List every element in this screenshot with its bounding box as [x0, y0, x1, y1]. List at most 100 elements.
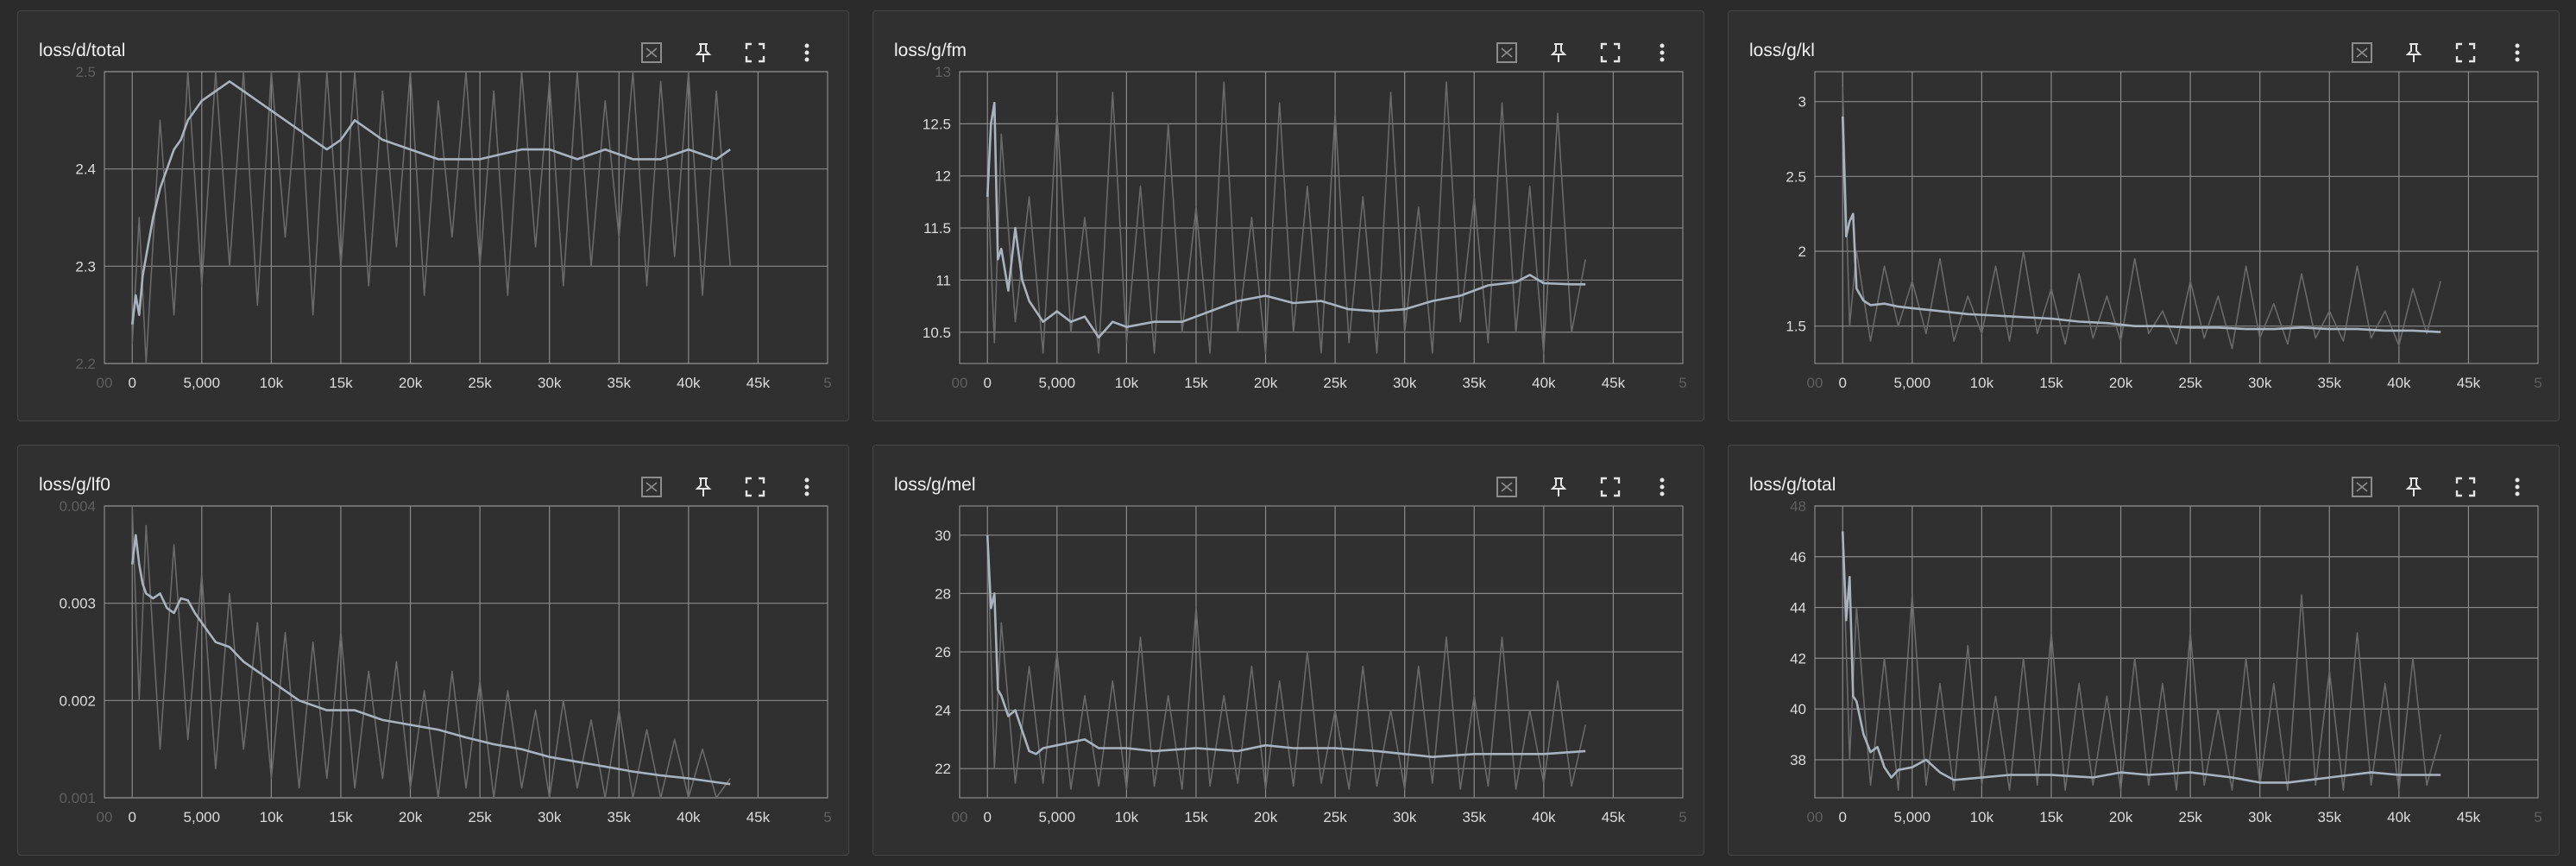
y-tick-label: 12.5	[923, 116, 951, 132]
raw-series-line	[1842, 86, 2441, 350]
raw-series-line	[986, 81, 1586, 354]
y-tick-label: 0.004	[59, 498, 96, 515]
raw-series-line	[986, 534, 1586, 790]
chart-title: loss/g/fm	[894, 41, 967, 60]
chart-toolbar	[626, 468, 833, 506]
fullscreen-icon	[1600, 477, 1621, 497]
chart-svg[interactable]: 00 0 5,000 10k 15k 20k 25k 30k 35k 40k 45k 51.522.5…	[1729, 11, 2560, 422]
x-tick-label: 10k	[1115, 375, 1139, 391]
chart-card: 00 0 5,000 10k 15k 20k 25k 30k 35k 40k 45k 5 10.5 11 1…	[872, 10, 1704, 421]
x-tick-label: 0	[128, 375, 135, 391]
fit-to-data-button[interactable]	[626, 34, 677, 72]
y-tick-label: 2.4	[75, 161, 96, 178]
pin-button[interactable]	[2388, 468, 2440, 506]
more-vert-button[interactable]	[1636, 468, 1688, 506]
pin-icon	[2405, 43, 2422, 62]
x-tick-label: 5,000	[1039, 375, 1076, 391]
pin-icon	[695, 477, 712, 496]
x-tick-label: 5,000	[1894, 809, 1931, 825]
chart-svg[interactable]: 00 0 5,000 10k 15k 20k 25k 30k 35k 40k 45k 52224262…	[873, 446, 1705, 857]
chart-toolbar	[2336, 468, 2543, 506]
y-tick-label: 22	[935, 761, 951, 777]
more-vert-button[interactable]	[1636, 34, 1688, 72]
fit-to-data-button[interactable]	[2336, 34, 2388, 72]
x-tick-label: 30k	[538, 809, 562, 825]
fullscreen-icon	[2455, 477, 2476, 497]
x-tick-label: 15k	[2039, 809, 2063, 825]
x-tick-label: 5,000	[184, 375, 221, 391]
x-tick-label: 35k	[1463, 375, 1487, 391]
x-tick-label: 15k	[2039, 375, 2063, 391]
x-tick-label: 45k	[1602, 375, 1626, 391]
smoothed-series-line	[986, 534, 1586, 759]
fullscreen-icon	[745, 477, 765, 497]
y-tick-label: 2.5	[1786, 168, 1806, 185]
x-tick-label: 5,000	[1039, 809, 1076, 825]
y-tick-label: 30	[935, 528, 951, 544]
fit-to-data-button[interactable]	[1481, 468, 1533, 506]
x-tick-label: 5	[1678, 375, 1686, 391]
x-tick-label: 5,000	[184, 809, 221, 825]
x-tick-label: 45k	[2457, 375, 2481, 391]
x-tick-label: 20k	[1254, 809, 1278, 825]
chart-svg[interactable]: 00 0 5,000 10k 15k 20k 25k 30k 35k 40k 45k 510.5111…	[873, 11, 1705, 422]
x-tick-label: 30k	[2248, 375, 2272, 391]
x-tick-label: 20k	[399, 809, 423, 825]
pin-button[interactable]	[677, 34, 729, 72]
x-tick-label: 40k	[2387, 809, 2411, 825]
fit-to-data-button[interactable]	[1481, 34, 1533, 72]
pin-button[interactable]	[677, 468, 729, 506]
x-tick-label: 0	[128, 809, 135, 825]
y-tick-label: 11.5	[923, 220, 951, 237]
chart-svg[interactable]: 00 0 5,000 10k 15k 20k 25k 30k 35k 40k 45k 52.22.32…	[18, 11, 850, 422]
y-tick-label: 13	[935, 64, 951, 80]
chart-card: 00 0 5,000 10k 15k 20k 25k 30k 35k 40k 45k 5 38 40 42 4…	[1728, 445, 2560, 856]
y-tick-label: 0.001	[59, 790, 96, 806]
fullscreen-button[interactable]	[729, 34, 781, 72]
x-tick-label: 20k	[2109, 809, 2133, 825]
chart-card: 00 0 5,000 10k 15k 20k 25k 30k 35k 40k 45k 5 22 24 26 2…	[872, 445, 1704, 856]
chart-svg[interactable]: 00 0 5,000 10k 15k 20k 25k 30k 35k 40k 45k 50.0010.…	[18, 446, 850, 857]
more-vert-icon	[804, 43, 809, 62]
more-vert-icon	[1660, 477, 1665, 496]
fullscreen-button[interactable]	[2440, 468, 2491, 506]
fit-to-data-button[interactable]	[626, 468, 677, 506]
pin-button[interactable]	[2388, 34, 2440, 72]
x-tick-label: 5	[1678, 809, 1686, 825]
fullscreen-button[interactable]	[1584, 468, 1636, 506]
x-tick-label: 10k	[260, 809, 284, 825]
y-tick-label: 11	[935, 272, 951, 288]
chart-toolbar	[1481, 468, 1688, 506]
fullscreen-button[interactable]	[2440, 34, 2491, 72]
x-tick-label: 5	[823, 375, 831, 391]
x-tick-label: 00	[97, 375, 113, 391]
x-tick-label: 40k	[677, 809, 701, 825]
more-vert-button[interactable]	[781, 34, 833, 72]
pin-button[interactable]	[1533, 34, 1584, 72]
smoothed-series-line	[130, 534, 731, 786]
chart-svg[interactable]: 00 0 5,000 10k 15k 20k 25k 30k 35k 40k 45k 53840424…	[1729, 446, 2560, 857]
fullscreen-button[interactable]	[1584, 34, 1636, 72]
x-tick-label: 00	[952, 375, 968, 391]
x-tick-label: 35k	[1463, 809, 1487, 825]
x-tick-label: 45k	[746, 809, 771, 825]
x-tick-label: 35k	[608, 375, 632, 391]
x-tick-label: 00	[1807, 375, 1823, 391]
pin-button[interactable]	[1533, 468, 1584, 506]
fit-to-data-icon	[1496, 42, 1517, 63]
x-tick-label: 15k	[1184, 809, 1208, 825]
x-tick-label: 00	[952, 809, 968, 825]
fit-to-data-button[interactable]	[2336, 468, 2388, 506]
y-tick-label: 2	[1798, 243, 1806, 260]
y-tick-label: 2.5	[75, 64, 96, 80]
fullscreen-button[interactable]	[729, 468, 781, 506]
x-tick-label: 15k	[329, 809, 353, 825]
x-tick-label: 40k	[677, 375, 701, 391]
x-tick-label: 30k	[1393, 375, 1417, 391]
x-tick-label: 30k	[1393, 809, 1417, 825]
more-vert-button[interactable]	[781, 468, 833, 506]
more-vert-button[interactable]	[2491, 34, 2543, 72]
more-vert-button[interactable]	[2491, 468, 2543, 506]
y-tick-label: 40	[1790, 701, 1806, 717]
